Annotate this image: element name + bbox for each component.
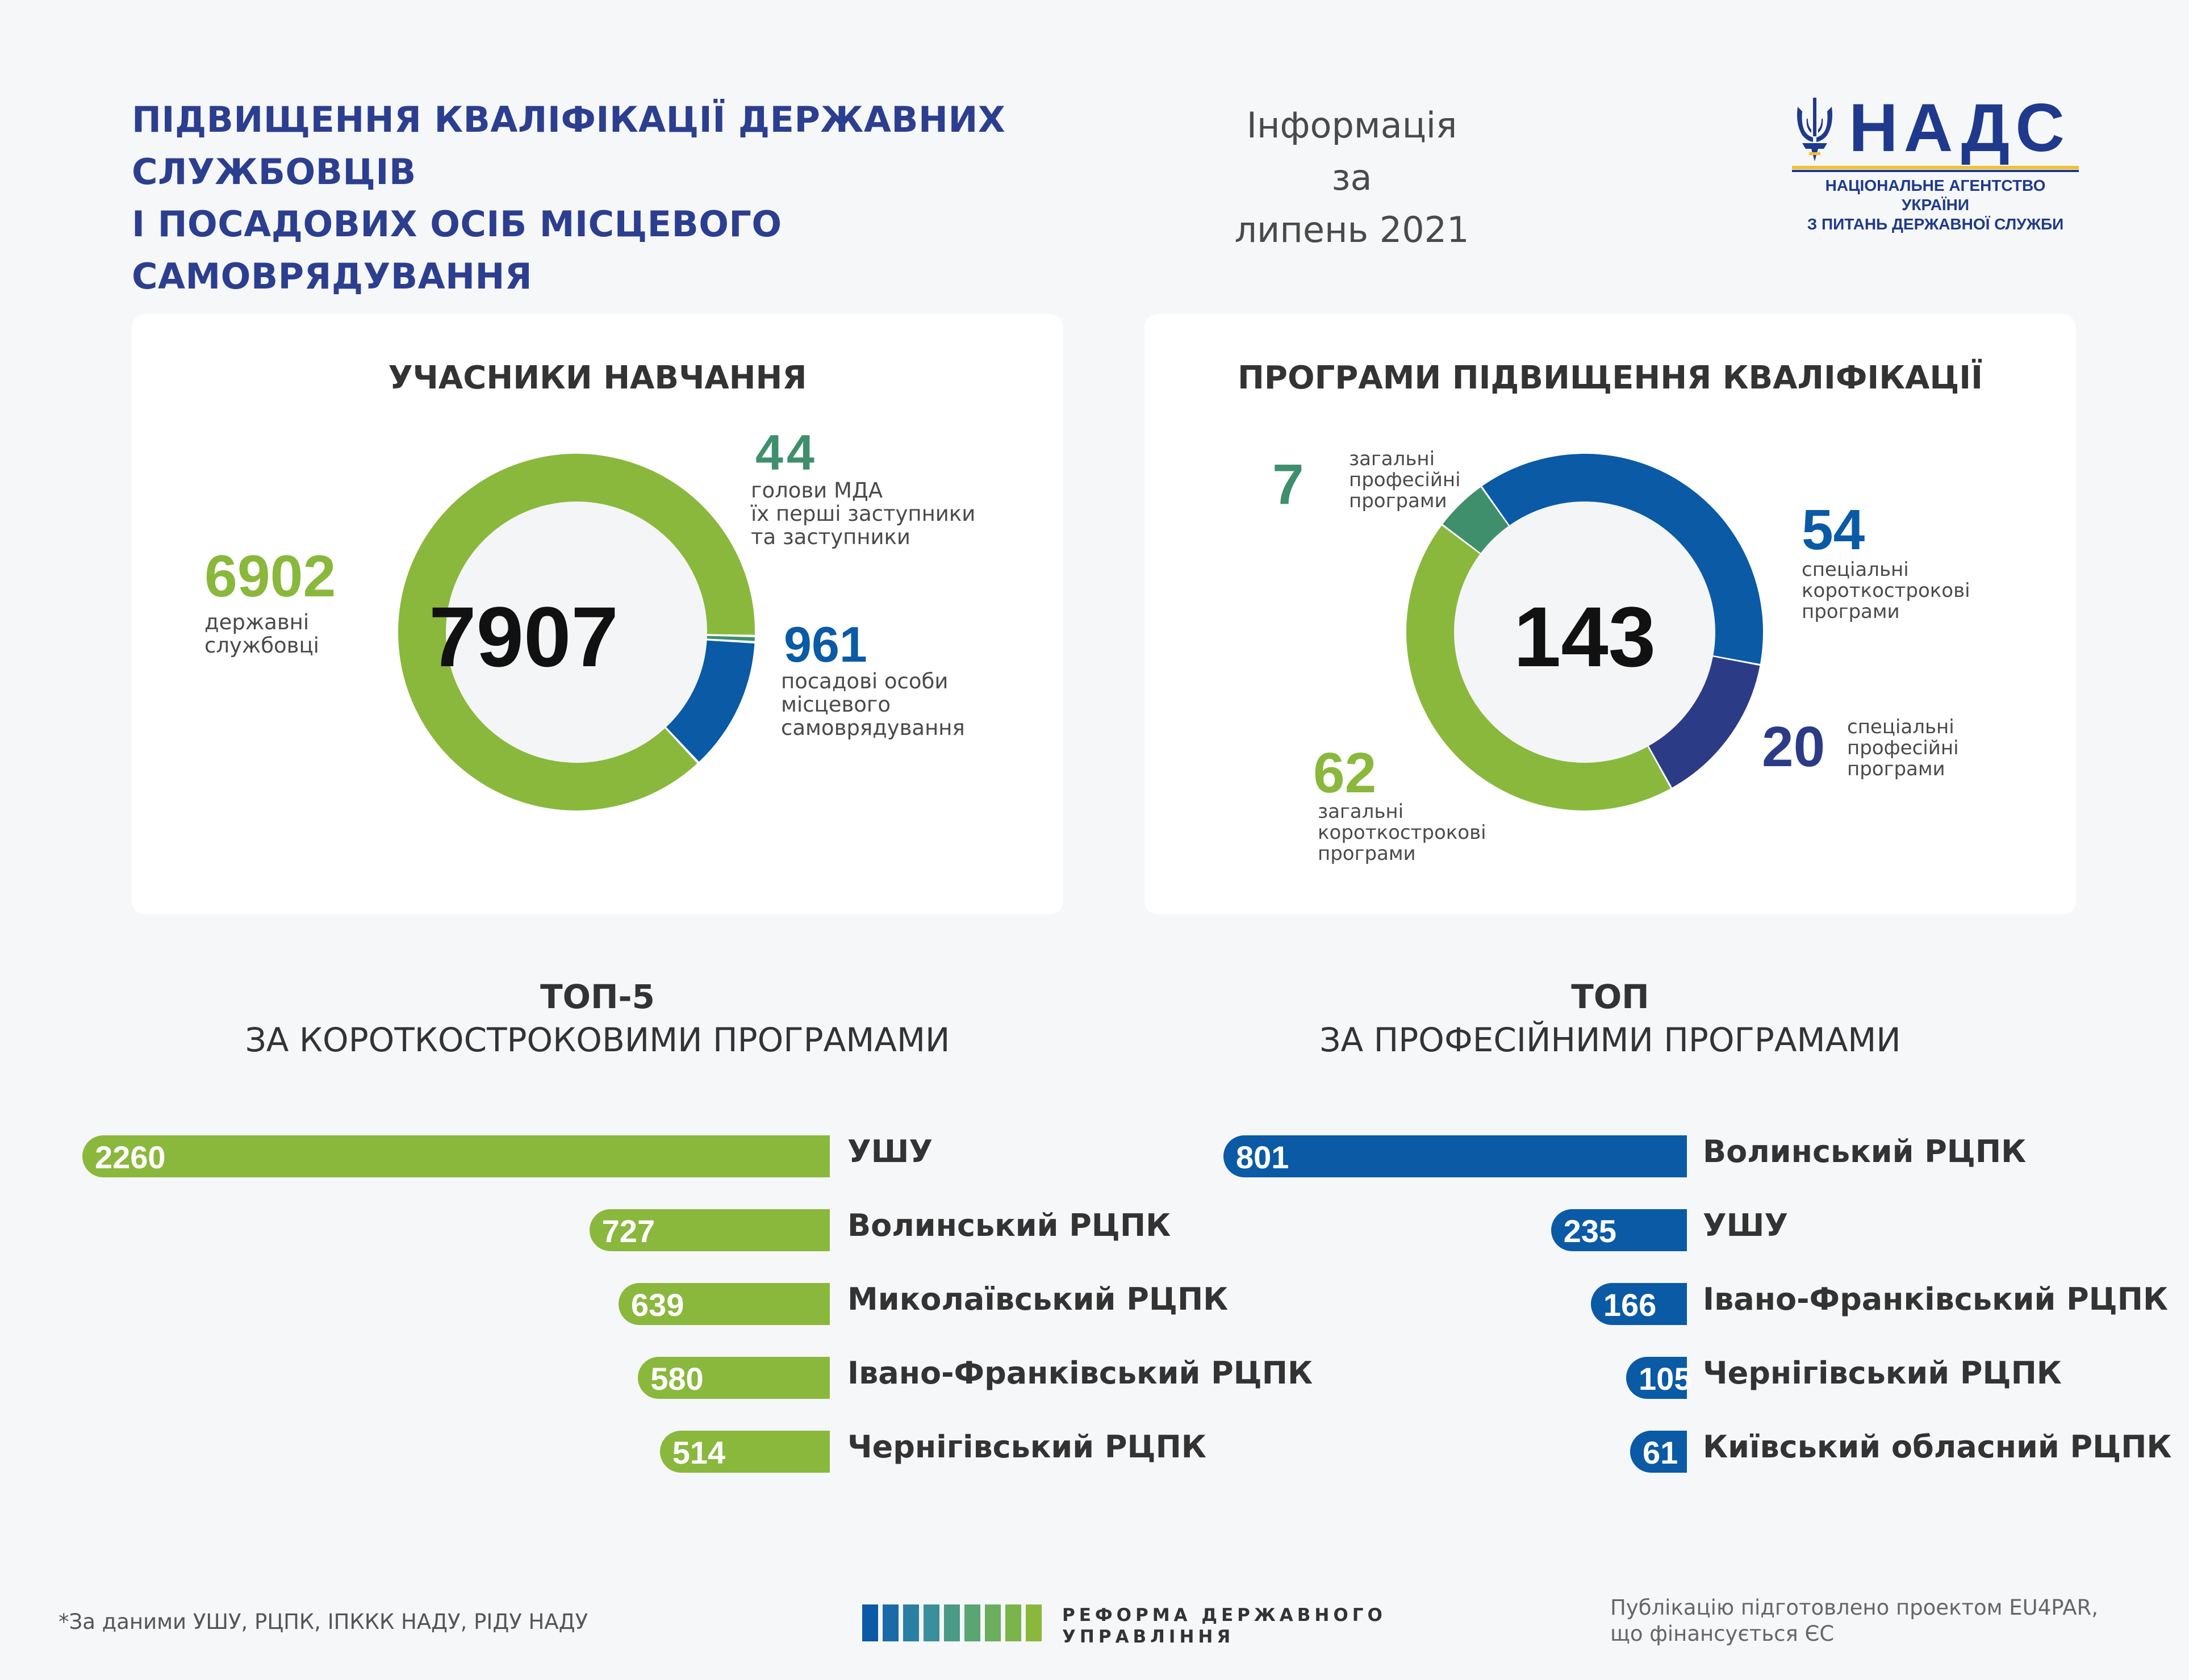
reform-stripe-5 bbox=[964, 1604, 980, 1641]
bar-value-1: 727 bbox=[601, 1213, 655, 1249]
reform-stripe-3 bbox=[924, 1604, 939, 1641]
donut-slice-2 bbox=[666, 640, 755, 762]
prof-top-title: ТОП ЗА ПРОФЕСІЙНИМИ ПРОГРАМАМИ bbox=[1144, 976, 2076, 1062]
participants-title: УЧАСНИКИ НАВЧАННЯ bbox=[388, 360, 807, 396]
bar-0 bbox=[82, 1135, 830, 1177]
bar-value-3: 105 bbox=[1639, 1361, 1692, 1397]
donut-slice-1 bbox=[1482, 454, 1763, 664]
data-source-note: *За даними УШУ, РЦПК, ІПККК НАДУ, РІДУ Н… bbox=[59, 1610, 588, 1634]
bar-2 bbox=[618, 1283, 830, 1325]
local-officials-value: 961 bbox=[784, 616, 867, 672]
special-short-value: 54 bbox=[1802, 498, 1865, 562]
logo-subtitle-line-2: З ПИТАНЬ ДЕРЖАВНОЇ СЛУЖБИ bbox=[1807, 215, 2064, 233]
civil-servants-label: державні службовці bbox=[204, 610, 319, 658]
short-top-title-bold: ТОП-5 bbox=[540, 977, 655, 1016]
bar-value-3: 580 bbox=[650, 1361, 704, 1397]
reform-stripe-6 bbox=[985, 1604, 1001, 1641]
special-short-label: спеціальні короткострокові програми bbox=[1802, 558, 1970, 623]
trident-icon bbox=[1797, 98, 1832, 161]
prof-top-title-bold: ТОП bbox=[1571, 977, 1649, 1016]
prof-top-title-rest: ЗА ПРОФЕСІЙНИМИ ПРОГРАМАМИ bbox=[1319, 1021, 1901, 1059]
general-professional-label: загальні професійні програми bbox=[1349, 448, 1461, 512]
donut-slice-0 bbox=[1443, 487, 1509, 554]
programs-total: 143 bbox=[1513, 589, 1656, 684]
bar-label-4: Київський обласний РЦПК bbox=[1703, 1429, 2172, 1465]
bar-3 bbox=[1626, 1357, 1687, 1399]
participants-card: УЧАСНИКИ НАВЧАННЯ 7907 6902 державні слу… bbox=[132, 314, 1063, 914]
title-line-2: І ПОСАДОВИХ ОСІБ МІСЦЕВОГО САМОВРЯДУВАНН… bbox=[132, 203, 782, 297]
general-short-value: 62 bbox=[1313, 741, 1377, 805]
reform-text-line-2: УПРАВЛІННЯ bbox=[1062, 1627, 1235, 1647]
bar-value-4: 514 bbox=[672, 1435, 726, 1470]
period-info: Інформація за липень 2021 bbox=[1233, 99, 1471, 256]
publication-note-line-2: що фінансується ЄС bbox=[1610, 1622, 1835, 1646]
special-professional-value: 20 bbox=[1762, 715, 1825, 779]
bar-2 bbox=[1590, 1283, 1687, 1325]
page-title: ПІДВИЩЕННЯ КВАЛІФІКАЦІЇ ДЕРЖАВНИХ СЛУЖБО… bbox=[132, 94, 1183, 303]
programs-donut bbox=[1406, 454, 1763, 810]
title-line-1: ПІДВИЩЕННЯ КВАЛІФІКАЦІЇ ДЕРЖАВНИХ СЛУЖБО… bbox=[132, 99, 1006, 193]
bar-value-0: 801 bbox=[1236, 1139, 1289, 1175]
bar-value-2: 639 bbox=[630, 1287, 684, 1323]
bar-label-2: Івано-Франківський РЦПК bbox=[1703, 1281, 2169, 1317]
reform-stripe-1 bbox=[883, 1604, 899, 1641]
logo-subtitle: НАЦІОНАЛЬНЕ АГЕНТСТВО УКРАЇНИ З ПИТАНЬ Д… bbox=[1792, 176, 2079, 234]
bar-label-0: УШУ bbox=[847, 1134, 933, 1169]
publication-note-line-1: Публікацію підготовлено проектом EU4PAR, bbox=[1610, 1595, 2099, 1620]
civil-servants-value: 6902 bbox=[204, 544, 336, 609]
mda-heads-label: голови МДА їх перші заступники та заступ… bbox=[751, 478, 976, 549]
programs-title: ПРОГРАМИ ПІДВИЩЕННЯ КВАЛІФІКАЦІЇ bbox=[1238, 360, 1983, 396]
bar-label-2: Миколаївський РЦПК bbox=[847, 1281, 1229, 1317]
donut-center bbox=[446, 502, 707, 763]
general-professional-value: 7 bbox=[1272, 453, 1304, 516]
bar-label-4: Чернігівський РЦПК bbox=[847, 1429, 1206, 1465]
donut-slice-3 bbox=[1406, 525, 1671, 810]
bar-label-3: Чернігівський РЦПК bbox=[1703, 1355, 2062, 1391]
general-short-label: загальні короткострокові програми bbox=[1318, 800, 1486, 865]
period-info-line-1: Інформація за bbox=[1246, 105, 1457, 198]
bar-0 bbox=[1223, 1135, 1687, 1177]
bar-3 bbox=[638, 1357, 830, 1399]
bar-label-1: Волинський РЦПК bbox=[847, 1207, 1171, 1243]
participants-donut bbox=[398, 454, 755, 810]
bar-1 bbox=[1551, 1209, 1687, 1251]
participants-total: 7907 bbox=[429, 589, 619, 684]
programs-card: ПРОГРАМИ ПІДВИЩЕННЯ КВАЛІФІКАЦІЇ 143 7 з… bbox=[1144, 314, 2076, 914]
bar-value-2: 166 bbox=[1603, 1287, 1657, 1323]
bar-label-1: УШУ bbox=[1703, 1207, 1788, 1243]
reform-stripe-7 bbox=[1005, 1604, 1021, 1641]
logo-yellow-line bbox=[1792, 166, 2079, 169]
bar-4 bbox=[659, 1431, 830, 1473]
mda-heads-value: 44 bbox=[755, 424, 818, 480]
logo-wordmark: НАДС bbox=[1849, 90, 2070, 166]
reform-stripe-4 bbox=[944, 1604, 960, 1641]
donut-slice-0 bbox=[398, 454, 755, 810]
bar-value-0: 2260 bbox=[95, 1139, 166, 1175]
short-top-title: ТОП-5 ЗА КОРОТКОСТРОКОВИМИ ПРОГРАМАМИ bbox=[132, 976, 1063, 1062]
reform-text-line-1: РЕФОРМА ДЕРЖАВНОГО bbox=[1062, 1605, 1386, 1625]
short-top-title-rest: ЗА КОРОТКОСТРОКОВИМИ ПРОГРАМАМИ bbox=[245, 1021, 950, 1059]
bar-value-1: 235 bbox=[1563, 1213, 1617, 1249]
reform-stripe-0 bbox=[862, 1604, 878, 1641]
donut-center bbox=[1454, 502, 1715, 763]
donut-slice-2 bbox=[1648, 656, 1760, 788]
local-officials-label: посадові особи місцевого самоврядування bbox=[781, 669, 965, 740]
bar-value-4: 61 bbox=[1643, 1435, 1678, 1470]
reform-stripe-2 bbox=[903, 1604, 919, 1641]
reform-stripes-icon bbox=[862, 1604, 1045, 1641]
bar-label-0: Волинський РЦПК bbox=[1703, 1134, 2027, 1169]
bar-label-3: Івано-Франківський РЦПК bbox=[847, 1355, 1313, 1391]
nads-logo: НАДС НАЦІОНАЛЬНЕ АГЕНТСТВО УКРАЇНИ З ПИТ… bbox=[1792, 90, 2082, 233]
bar-1 bbox=[589, 1209, 830, 1251]
reform-stripe-8 bbox=[1026, 1604, 1042, 1641]
bar-4 bbox=[1630, 1431, 1687, 1473]
reform-text: РЕФОРМА ДЕРЖАВНОГО УПРАВЛІННЯ bbox=[1062, 1604, 1386, 1648]
publication-note: Публікацію підготовлено проектом EU4PAR,… bbox=[1610, 1595, 2121, 1647]
logo-blue-line bbox=[1792, 170, 2079, 172]
special-professional-label: спеціальні професійні програми bbox=[1847, 716, 1959, 780]
period-info-line-2: липень 2021 bbox=[1234, 209, 1469, 250]
logo-subtitle-line-1: НАЦІОНАЛЬНЕ АГЕНТСТВО УКРАЇНИ bbox=[1825, 177, 2046, 214]
